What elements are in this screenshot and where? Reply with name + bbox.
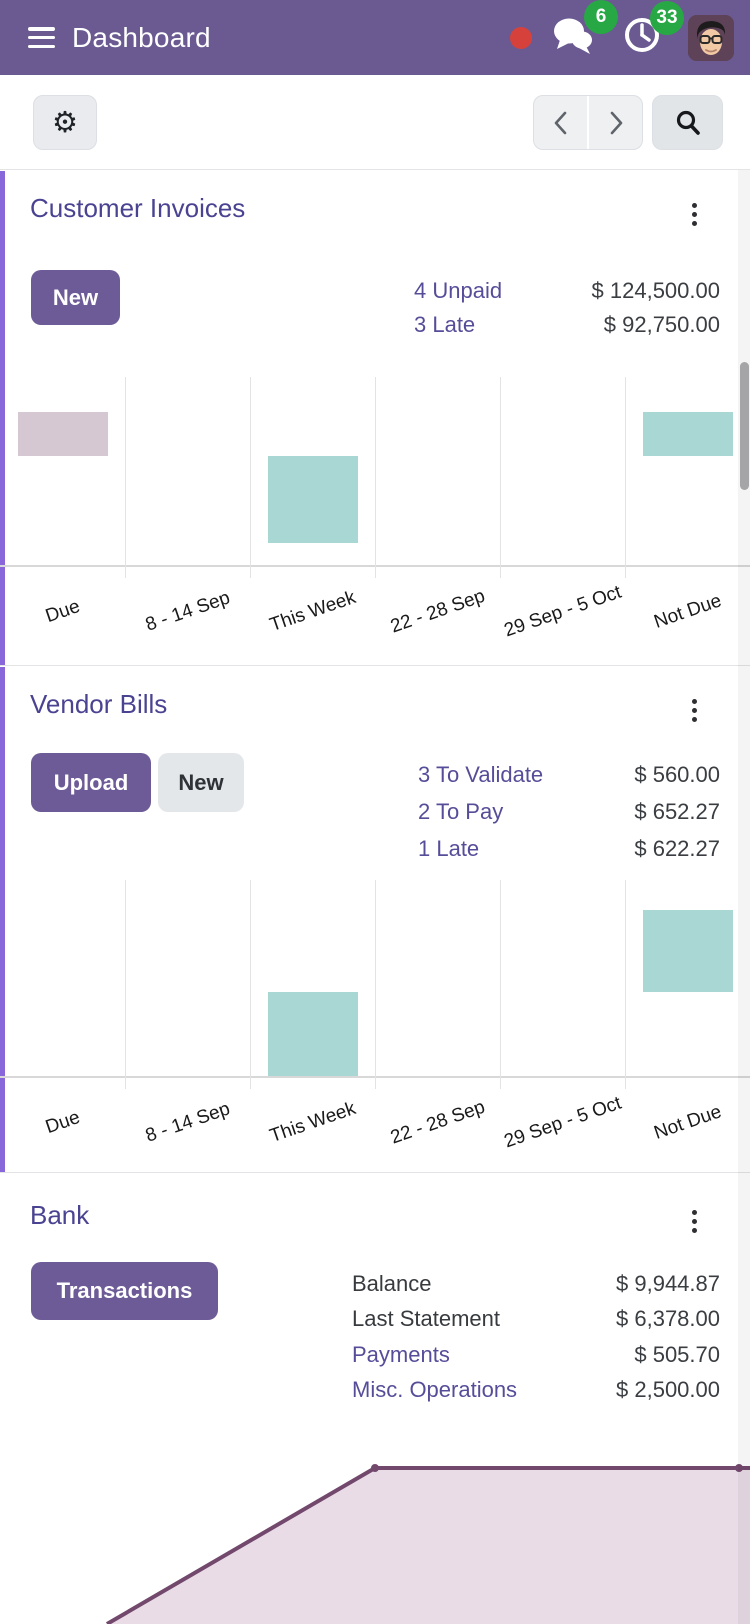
late-invoices-amount: $ 92,750.00 (603, 312, 720, 337)
chart-gridline (625, 880, 626, 1089)
chart-bar-this-week[interactable] (267, 991, 358, 1076)
last-statement-label: Last Statement (352, 1306, 500, 1332)
chevron-left-icon (554, 111, 566, 134)
recording-status-dot (510, 26, 532, 49)
transactions-button[interactable]: Transactions (31, 1262, 218, 1320)
card-customer-invoices: Customer Invoices New 4 Unpaid $ 124,500… (0, 171, 750, 666)
late-bills-link[interactable]: 1 Late (418, 835, 480, 861)
unpaid-invoices-amount: $ 124,500.00 (591, 278, 720, 303)
activities-count-badge: 33 (650, 1, 684, 35)
card-menu-kebab-icon[interactable] (681, 197, 707, 231)
chart-bar-due[interactable] (17, 411, 108, 457)
chart-gridline (375, 880, 376, 1089)
bank-balance-area-chart[interactable] (0, 1400, 750, 1624)
bank-balance-amount: $ 9,944.87 (616, 1270, 720, 1296)
bill-stats: 3 To Validate $ 560.00 2 To Pay $ 652.27… (418, 756, 720, 867)
last-statement-amount: $ 6,378.00 (616, 1306, 720, 1332)
line-chart-marker (371, 1464, 379, 1472)
messages-button[interactable]: 6 (550, 0, 618, 61)
late-bills-amount: $ 622.27 (634, 835, 720, 861)
card-menu-kebab-icon[interactable] (681, 1204, 707, 1238)
scrollbar-thumb[interactable] (740, 362, 749, 490)
card-title-vendor-bills[interactable]: Vendor Bills (30, 689, 168, 719)
bank-stats: Balance $ 9,944.87 Last Statement $ 6,37… (352, 1266, 720, 1408)
menu-icon[interactable] (28, 27, 55, 48)
chart-gridline (500, 880, 501, 1089)
scrollbar-track (738, 170, 750, 1624)
invoice-stats: 4 Unpaid $ 124,500.00 3 Late $ 92,750.00 (414, 274, 720, 342)
chart-gridline (250, 880, 251, 1089)
pager (533, 95, 643, 150)
card-bank: Bank Transactions Balance $ 9,944.87 Las… (0, 1174, 750, 1624)
activity-clock-icon (625, 18, 659, 52)
bill-chart-x-labels: Due 8 - 14 Sep This Week 22 - 28 Sep 29 Sep … (0, 1093, 750, 1160)
card-accent-stripe (0, 667, 5, 1172)
card-accent-stripe (0, 171, 5, 665)
invoice-chart-x-labels: Due 8 - 14 Sep This Week 22 - 28 Sep 29 Sep … (0, 582, 750, 649)
bills-to-pay-amount: $ 652.27 (634, 798, 720, 824)
pager-divider (587, 96, 589, 149)
messages-count-badge: 6 (584, 0, 618, 34)
chart-bar-not-due[interactable] (642, 909, 733, 992)
bills-to-validate-amount: $ 560.00 (634, 761, 720, 787)
bill-bar-chart[interactable] (0, 880, 750, 1089)
search-icon (676, 110, 700, 135)
card-title-customer-invoices[interactable]: Customer Invoices (30, 193, 246, 223)
chart-gridline (625, 377, 626, 578)
card-title-bank[interactable]: Bank (30, 1200, 90, 1230)
card-vendor-bills: Vendor Bills Upload New 3 To Validate $ … (0, 667, 750, 1173)
new-invoice-button[interactable]: New (31, 270, 120, 325)
chart-bar-not-due[interactable] (642, 411, 733, 457)
bills-to-pay-link[interactable]: 2 To Pay (418, 798, 504, 824)
misc-operations-link[interactable]: Misc. Operations (352, 1377, 518, 1403)
chart-gridline (250, 377, 251, 578)
chart-gridline (125, 880, 126, 1089)
search-button[interactable] (652, 95, 723, 150)
page-title: Dashboard (72, 21, 211, 53)
chart-gridline (500, 377, 501, 578)
user-avatar[interactable] (688, 14, 734, 61)
app-header: Dashboard 6 33 (0, 0, 750, 75)
upload-bill-button[interactable]: Upload (31, 753, 151, 812)
late-invoices-link[interactable]: 3 Late (414, 312, 476, 337)
pager-next-button[interactable] (589, 96, 642, 149)
chart-gridline (375, 377, 376, 578)
payments-link[interactable]: Payments (352, 1341, 450, 1367)
bills-to-validate-link[interactable]: 3 To Validate (418, 761, 544, 787)
chevron-right-icon (610, 111, 622, 134)
card-menu-kebab-icon[interactable] (681, 693, 707, 727)
chart-gridline (125, 377, 126, 578)
bank-balance-label: Balance (352, 1270, 432, 1296)
control-panel: ⚙ (0, 75, 750, 170)
payments-amount: $ 505.70 (634, 1341, 720, 1367)
line-chart-marker (735, 1464, 743, 1472)
new-bill-button[interactable]: New (158, 753, 244, 812)
invoice-bar-chart[interactable] (0, 377, 750, 578)
chart-bar-this-week[interactable] (267, 456, 358, 544)
chat-bubbles-icon (554, 18, 592, 54)
pager-previous-button[interactable] (534, 96, 587, 149)
gear-icon: ⚙ (52, 107, 78, 139)
settings-gear-button[interactable]: ⚙ (33, 95, 97, 150)
unpaid-invoices-link[interactable]: 4 Unpaid (414, 278, 503, 303)
activities-button[interactable]: 33 (622, 1, 684, 60)
misc-operations-amount: $ 2,500.00 (616, 1377, 720, 1403)
